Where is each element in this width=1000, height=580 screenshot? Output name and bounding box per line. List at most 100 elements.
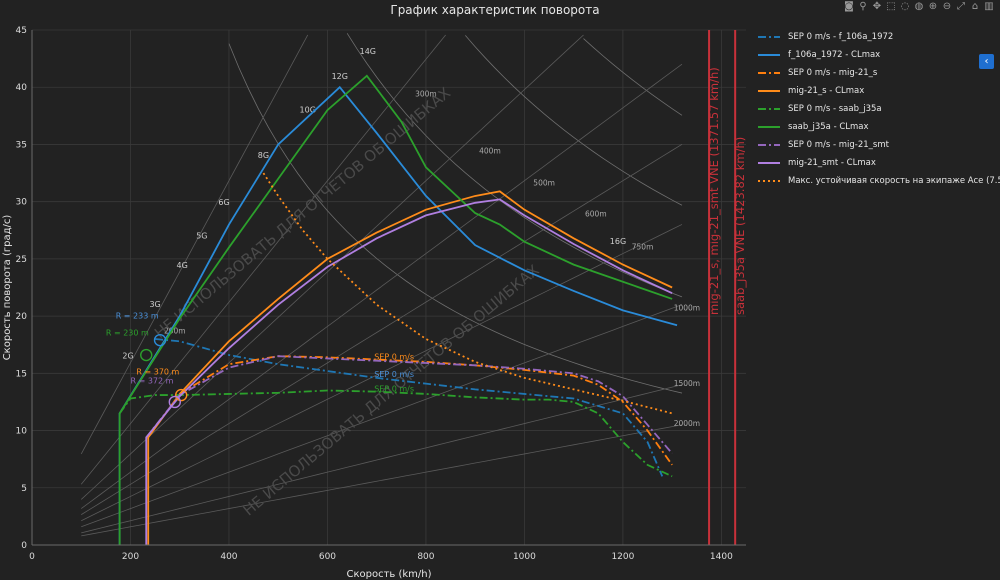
y-tick-label: 10 <box>16 427 28 437</box>
x-axis-title: Скорость (km/h) <box>346 569 431 580</box>
legend-item[interactable]: f_106a_1972 - CLmax <box>758 46 1000 64</box>
y-tick-label: 15 <box>16 369 27 379</box>
g-load-label: 10G <box>300 105 316 114</box>
series-line <box>145 355 673 455</box>
x-tick-label: 200 <box>122 552 139 562</box>
y-axis-title: Скорость поворота (град/с) <box>2 215 13 361</box>
legend-label: SEP 0 m/s - saab_j35a <box>788 104 882 114</box>
g-load-label: 12G <box>332 72 348 81</box>
legend-swatch <box>758 72 780 74</box>
y-tick-label: 20 <box>16 312 28 322</box>
legend-collapse-button[interactable]: ‹ <box>979 54 994 69</box>
x-tick-label: 1000 <box>513 552 536 562</box>
corner-speed-marker <box>153 333 167 347</box>
legend-label: SEP 0 m/s - f_106a_1972 <box>788 32 894 42</box>
y-tick-label: 25 <box>16 255 27 265</box>
series-line <box>118 74 673 545</box>
legend-item[interactable]: SEP 0 m/s - f_106a_1972 <box>758 28 1000 46</box>
select-box-icon[interactable]: ⬚ <box>886 1 896 12</box>
y-tick-label: 0 <box>21 541 27 551</box>
corner-speed-marker <box>168 395 182 409</box>
y-tick-label: 45 <box>16 26 27 36</box>
comment-icon[interactable]: ◍ <box>914 1 924 12</box>
turn-radius-label: 2000m <box>674 419 700 428</box>
camera-icon[interactable]: ◙ <box>844 1 854 12</box>
turn-radius-label: 1500m <box>674 379 700 388</box>
legend-label: SEP 0 m/s - mig-21_s <box>788 68 878 78</box>
g-load-label: 5G <box>196 231 207 240</box>
g-load-curve <box>346 33 683 298</box>
x-tick-label: 0 <box>29 552 35 562</box>
legend-swatch <box>758 108 780 110</box>
corner-speed-marker <box>140 348 153 362</box>
series-line <box>262 172 673 415</box>
zoom-out-icon[interactable]: ⊖ <box>942 1 952 12</box>
g-load-label: 6G <box>218 198 229 207</box>
y-tick-label: 40 <box>16 83 28 93</box>
turn-radius-label: 500m <box>533 179 555 188</box>
g-load-label: 3G <box>149 300 160 309</box>
y-tick-label: 30 <box>16 198 28 208</box>
legend-label: Макс. устойчивая скорость на экипаже Ace… <box>788 176 1000 186</box>
turn-radius-label: 600m <box>585 210 607 219</box>
g-load-label: 14G <box>360 47 376 56</box>
y-tick-label: 5 <box>21 484 27 494</box>
x-tick-label: 1200 <box>611 552 634 562</box>
lasso-icon[interactable]: ◌ <box>900 1 910 12</box>
turn-radius-label: 1000m <box>674 303 700 312</box>
legend-item[interactable]: Макс. устойчивая скорость на экипаже Ace… <box>758 172 1000 190</box>
legend-swatch <box>758 54 780 56</box>
turn-radius-label: 750m <box>632 243 654 252</box>
annotation-label: SEP 0 m/s <box>374 370 414 379</box>
legend-swatch <box>758 180 780 182</box>
legend-label: f_106a_1972 - CLmax <box>788 50 881 60</box>
series-line <box>145 198 673 545</box>
legend-item[interactable]: SEP 0 m/s - mig-21_s <box>758 64 1000 82</box>
g-load-curve <box>465 35 683 206</box>
legend-label: SEP 0 m/s - mig-21_smt <box>788 140 889 150</box>
plot-background <box>32 30 746 545</box>
corner-speed-marker <box>175 388 188 402</box>
pan-icon[interactable]: ✥ <box>872 1 882 12</box>
legend: SEP 0 m/s - f_106a_1972 f_106a_1972 - CLm… <box>758 28 1000 190</box>
turn-radius-curve <box>81 384 683 534</box>
g-load-label: 16G <box>610 237 626 246</box>
legend-item[interactable]: mig-21_smt - CLmax <box>758 154 1000 172</box>
chart-title: График характеристик поворота <box>390 3 600 17</box>
annotation-label: R = 230 m <box>106 329 149 338</box>
vne-label: mig-21_s, mig-21_smt VNE (1371.57 km/h) <box>707 67 721 315</box>
x-tick-label: 400 <box>220 552 237 562</box>
turn-radius-curve <box>81 63 683 509</box>
series-line <box>118 389 673 478</box>
x-tick-label: 800 <box>417 552 434 562</box>
reset-icon[interactable]: ⌂ <box>971 1 979 12</box>
turn-radius-curve <box>80 34 446 485</box>
legend-item[interactable]: saab_j35a - CLmax <box>758 118 1000 136</box>
turn-radius-curve <box>80 34 309 455</box>
legend-item[interactable]: mig-21_s - CLmax <box>758 82 1000 100</box>
legend-label: saab_j35a - CLmax <box>788 122 869 132</box>
legend-item[interactable]: SEP 0 m/s - saab_j35a <box>758 100 1000 118</box>
turn-radius-curve <box>81 424 683 537</box>
legend-label: mig-21_s - CLmax <box>788 86 865 96</box>
autoscale-icon[interactable]: ⤢ <box>957 1 965 12</box>
zoom-icon[interactable]: ⚲ <box>859 1 867 12</box>
series-line <box>155 338 664 477</box>
legend-swatch <box>758 144 780 146</box>
annotation-label: R = 372 m <box>130 377 173 386</box>
annotation-label: SEP 0 m/s <box>374 385 414 394</box>
plotly-logo-icon[interactable]: ▥ <box>984 1 994 12</box>
x-tick-label: 600 <box>319 552 336 562</box>
legend-swatch <box>758 36 780 38</box>
legend-label: mig-21_smt - CLmax <box>788 158 876 168</box>
turn-radius-label: 400m <box>479 147 501 156</box>
modebar: ◙ ⚲ ✥ ⬚ ◌ ◍ ⊕ ⊖ ⤢ ⌂ ▥ <box>844 2 994 12</box>
turn-radius-label: 300m <box>415 89 437 98</box>
annotation-label: R = 233 m <box>116 311 159 320</box>
series-line <box>118 85 678 545</box>
legend-item[interactable]: SEP 0 m/s - mig-21_smt <box>758 136 1000 154</box>
legend-swatch <box>758 162 780 164</box>
zoom-in-icon[interactable]: ⊕ <box>928 1 938 12</box>
annotation-label: SEP 0 m/s <box>374 353 414 362</box>
